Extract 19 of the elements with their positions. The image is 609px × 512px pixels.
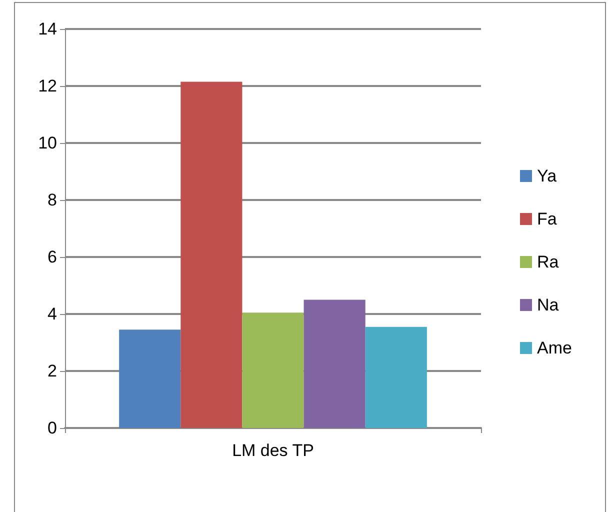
- bar: [365, 326, 427, 428]
- y-tick-label: 4: [48, 304, 57, 324]
- y-tick-label: 6: [48, 248, 57, 266]
- y-tick-label: 14: [38, 20, 57, 38]
- y-tick-label: 8: [48, 190, 57, 210]
- x-tick-label: LM des TP: [232, 441, 314, 460]
- y-tick-label: 2: [48, 362, 57, 380]
- legend-label: Ra: [537, 252, 560, 272]
- legend-label: Fa: [537, 210, 558, 228]
- legend-label: Ame: [537, 338, 572, 358]
- legend-label: Na: [537, 296, 560, 314]
- legend-label: Ya: [537, 166, 558, 186]
- bar: [119, 330, 181, 428]
- y-tick-label: 12: [38, 76, 57, 96]
- bar: [180, 82, 242, 428]
- bar: [242, 312, 304, 428]
- y-tick-label: 10: [38, 134, 57, 152]
- y-tick-label: 0: [48, 418, 57, 438]
- bar: [304, 300, 366, 428]
